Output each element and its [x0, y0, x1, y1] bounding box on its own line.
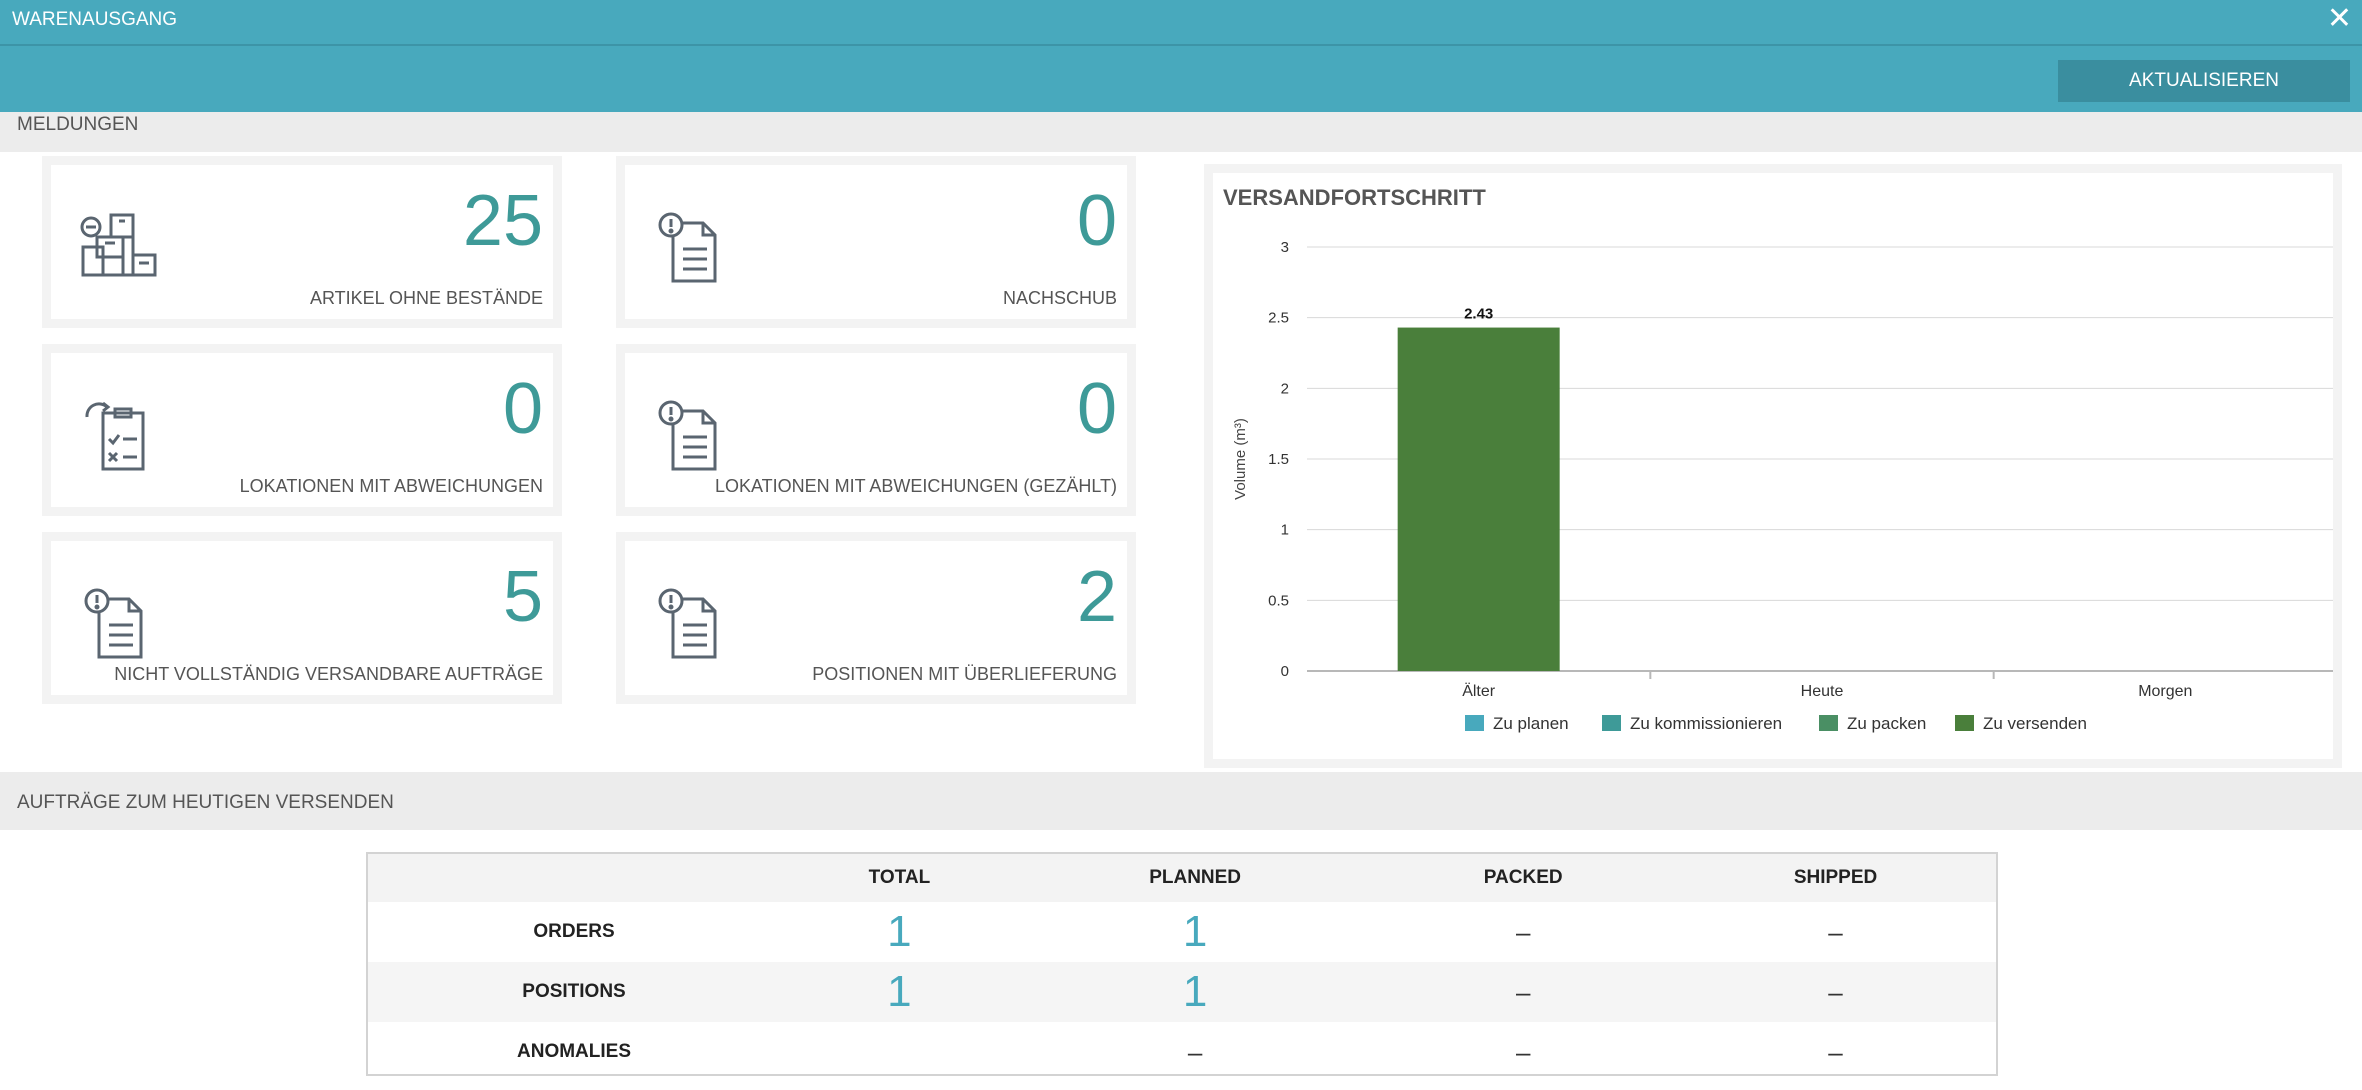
y-tick-label: 0: [1281, 663, 1289, 680]
legend-swatch: [1602, 715, 1621, 731]
stat-label: ARTIKEL OHNE BESTÄNDE: [309, 288, 543, 308]
column-header: PACKED: [1371, 854, 1676, 902]
table-cell: [780, 1022, 1019, 1082]
stat-value: 0: [1076, 369, 1117, 449]
table-cell: –: [1187, 1036, 1203, 1067]
section-header-orders-today: AUFTRÄGE ZUM HEUTIGEN VERSENDEN: [0, 772, 2362, 830]
legend-label: Zu packen: [1847, 714, 1926, 733]
legend-label: Zu versenden: [1983, 714, 2087, 733]
data-label: 2.43: [1464, 306, 1493, 323]
alert-document-icon: [658, 400, 717, 471]
alert-document-icon: [658, 212, 717, 283]
table-cell: –: [1675, 962, 1996, 1022]
checklist-refresh-icon: [85, 401, 145, 471]
legend-swatch: [1819, 715, 1838, 731]
stat-value: 0: [502, 369, 543, 449]
column-header: PLANNED: [1018, 854, 1372, 902]
bar-zu-versenden: [1397, 327, 1560, 671]
column-header: TOTAL: [780, 854, 1019, 902]
x-tick-label: Morgen: [2138, 683, 2192, 700]
y-tick-label: 3: [1281, 239, 1289, 256]
x-tick-label: Heute: [1801, 683, 1844, 700]
stat-value: 0: [1076, 181, 1117, 261]
legend-label: Zu kommissionieren: [1630, 714, 1782, 733]
stat-label: NACHSCHUB: [1002, 288, 1117, 308]
orders-summary-table: TOTAL PLANNED PACKED SHIPPED ORDERS 1 1 …: [366, 852, 1998, 1076]
table-row: POSITIONS 1 1 – –: [368, 962, 1996, 1022]
legend-swatch: [1465, 715, 1484, 731]
table-cell-link[interactable]: 1: [1018, 962, 1372, 1022]
y-tick-label: 2: [1281, 380, 1289, 397]
legend-label: Zu planen: [1493, 714, 1569, 733]
stat-card-locations-with-deviations[interactable]: 0 LOKATIONEN MIT ABWEICHUNGEN: [42, 344, 562, 516]
stat-label: POSITIONEN MIT ÜBERLIEFERUNG: [812, 664, 1117, 684]
section-header-messages: MELDUNGEN: [0, 112, 2362, 152]
window-titlebar: WARENAUSGANG ✕: [0, 0, 2362, 46]
table-row: ORDERS 1 1 – –: [368, 902, 1996, 962]
table-cell-link[interactable]: 1: [887, 907, 912, 956]
stat-card-locations-with-deviations-counted[interactable]: 0 LOKATIONEN MIT ABWEICHUNGEN (GEZÄHLT): [616, 344, 1136, 516]
y-tick-label: 0.5: [1268, 592, 1289, 609]
stat-label: LOKATIONEN MIT ABWEICHUNGEN (GEZÄHLT): [714, 476, 1117, 496]
column-header: SHIPPED: [1675, 854, 1996, 902]
stat-card-incomplete-orders[interactable]: 5 NICHT VOLLSTÄNDIG VERSANDBARE AUFTRÄGE: [42, 532, 562, 704]
window-title: WARENAUSGANG: [12, 9, 178, 30]
x-tick-label: Älter: [1462, 682, 1496, 700]
column-header: [368, 854, 780, 902]
shipping-progress-chart: 0 0.5 1 1.5 2 2.5 3 Volume (m³) Älter 2.43 Heute Mo…: [1232, 239, 2333, 733]
table-cell: –: [1515, 1036, 1531, 1067]
row-label: POSITIONS: [368, 962, 780, 1022]
alert-document-icon: [658, 588, 717, 659]
stat-card-over-delivery-positions[interactable]: 2 POSITIONEN MIT ÜBERLIEFERUNG: [616, 532, 1136, 704]
row-label: ANOMALIES: [517, 1041, 631, 1062]
refresh-button[interactable]: AKTUALISIEREN: [2058, 60, 2350, 102]
stat-label: NICHT VOLLSTÄNDIG VERSANDBARE AUFTRÄGE: [114, 664, 543, 684]
boxes-icon: [80, 213, 157, 277]
stat-value: 25: [462, 181, 543, 261]
table-cell: –: [1828, 1036, 1843, 1067]
stat-card-replenishment[interactable]: 0 NACHSCHUB: [616, 156, 1136, 328]
row-label: ORDERS: [533, 921, 615, 942]
y-tick-label: 1: [1281, 522, 1289, 539]
toolbar: AKTUALISIEREN: [0, 46, 2362, 112]
y-tick-label: 2.5: [1268, 310, 1289, 327]
y-axis-label: Volume (m³): [1232, 418, 1249, 500]
table-cell: –: [1371, 962, 1676, 1022]
alert-document-icon: [84, 588, 143, 659]
table-cell: –: [1828, 916, 1843, 947]
table-cell-link[interactable]: 1: [1182, 907, 1208, 956]
stat-value: 2: [1076, 557, 1117, 637]
stat-label: LOKATIONEN MIT ABWEICHUNGEN: [239, 476, 543, 496]
chart-title: VERSANDFORTSCHRITT: [1223, 185, 1486, 210]
table-row: ANOMALIES – – –: [368, 1022, 1996, 1082]
stat-value: 5: [502, 557, 543, 637]
table-cell: –: [1515, 916, 1531, 947]
close-icon[interactable]: ✕: [2326, 2, 2352, 35]
table-cell-link[interactable]: 1: [780, 962, 1019, 1022]
table-header-row: TOTAL PLANNED PACKED SHIPPED: [368, 854, 1996, 902]
shipping-progress-panel: VERSANDFORTSCHRITT 0 0.5 1 1.5 2 2.5 3 Volume (…: [1204, 164, 2342, 768]
legend-swatch: [1955, 715, 1974, 731]
stat-card-items-without-stock[interactable]: 25 ARTIKEL OHNE BESTÄNDE: [42, 156, 562, 328]
y-tick-label: 1.5: [1268, 451, 1289, 468]
